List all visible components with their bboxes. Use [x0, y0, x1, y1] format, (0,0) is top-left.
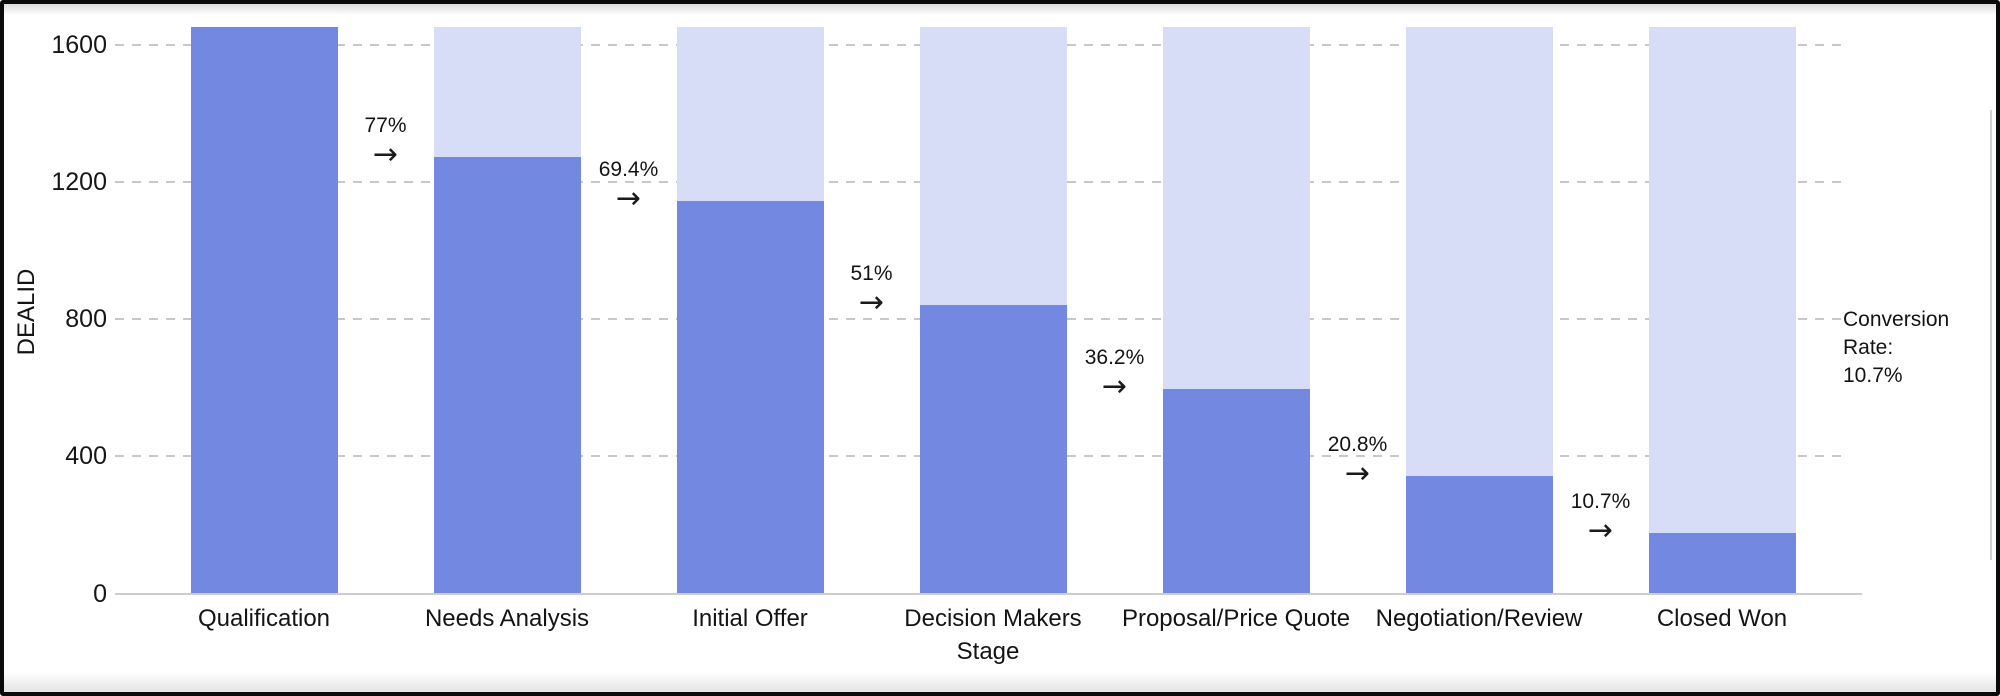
right-edge-line [1990, 110, 1992, 560]
bar-1 [433, 157, 581, 594]
x-tick-label: Proposal/Price Quote [1121, 605, 1351, 632]
right-arrow-icon: → [1587, 512, 1614, 548]
x-tick-label: Qualification [197, 605, 331, 632]
x-tick-label: Needs Analysis [424, 605, 590, 632]
conversion-rate-annotation: Conversion Rate: 10.7% [1843, 306, 1999, 390]
x-tick-label: Negotiation/Review [1375, 605, 1583, 632]
y-tick-label-400: 400 [65, 442, 107, 471]
bottom-edge-shading [4, 672, 1996, 692]
y-tick-label-0: 0 [93, 579, 107, 608]
x-axis-title: Stage [956, 638, 1020, 665]
conversion-percent-label: 10.7% [1570, 489, 1631, 513]
conversion-percent-label: 77% [364, 114, 407, 138]
right-arrow-icon: → [1101, 368, 1128, 404]
top-edge-shading [4, 4, 1996, 15]
right-arrow-icon: → [1344, 455, 1371, 491]
bar-5 [1405, 475, 1553, 594]
bar-6 [1648, 532, 1796, 594]
x-tick-label: Decision Makers [904, 605, 1082, 632]
conversion-percent-label: 36.2% [1084, 345, 1145, 369]
bar-background-6 [1648, 27, 1796, 594]
y-tick-label-1200: 1200 [51, 167, 107, 196]
y-tick-label-1600: 1600 [51, 30, 107, 59]
right-arrow-icon: → [372, 137, 399, 173]
y-tick-label-800: 800 [65, 305, 107, 334]
right-arrow-icon: → [858, 284, 885, 320]
bar-0 [190, 27, 338, 594]
x-tick-label: Closed Won [1656, 605, 1788, 632]
right-arrow-icon: → [615, 180, 642, 216]
conversion-rate-value: 10.7% [1843, 364, 1903, 387]
conversion-percent-label: 20.8% [1327, 432, 1388, 456]
conversion-percent-label: 51% [850, 261, 893, 285]
bar-2 [676, 200, 824, 594]
x-axis-line [115, 592, 1862, 595]
bar-3 [919, 304, 1067, 594]
x-tick-label: Initial Offer [692, 605, 808, 632]
bar-4 [1162, 388, 1310, 594]
conversion-percent-label: 69.4% [598, 157, 659, 181]
conversion-rate-label: Conversion Rate: [1843, 308, 1950, 359]
y-axis-title: DEALID [13, 268, 40, 356]
